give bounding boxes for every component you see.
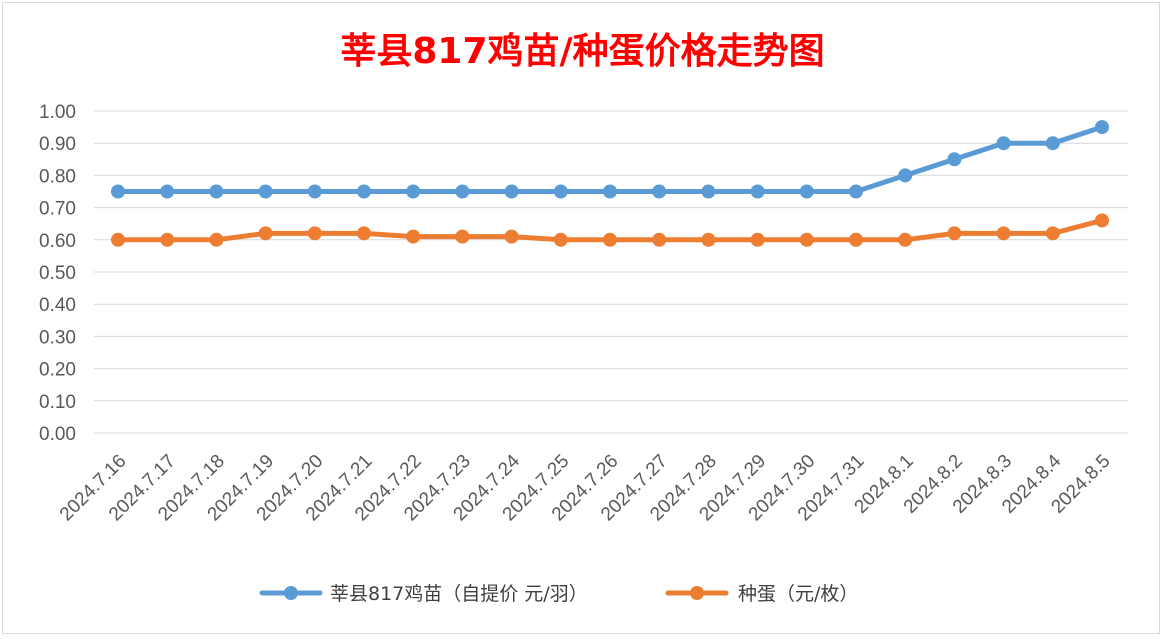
y-tick-label: 0.50 [39, 263, 76, 284]
data-point [603, 232, 617, 247]
data-point [947, 226, 962, 241]
data-point [799, 184, 814, 199]
gridlines [94, 110, 1128, 434]
data-point [750, 184, 765, 199]
data-point [455, 229, 470, 244]
data-point [406, 229, 421, 244]
data-point [209, 184, 224, 199]
chart-title: 莘县817鸡苗/种蛋价格走势图 [340, 31, 825, 72]
data-point [1095, 213, 1109, 228]
legend-marker-2 [690, 586, 704, 600]
y-tick-label: 0.70 [39, 199, 76, 220]
data-point [849, 232, 863, 247]
data-point [111, 232, 125, 247]
data-point [701, 184, 716, 199]
x-axis-ticks: 2024.7.162024.7.172024.7.182024.7.192024… [56, 450, 1115, 525]
data-point [1095, 120, 1109, 135]
legend: 莘县817鸡苗（自提价 元/羽） 种蛋（元/枚） [259, 583, 858, 605]
data-point [898, 168, 913, 183]
data-point [701, 232, 716, 247]
data-point [603, 184, 617, 199]
y-tick-label: 0.40 [39, 295, 76, 316]
y-tick-label: 0.10 [39, 392, 76, 413]
data-point [504, 229, 519, 244]
data-point [898, 232, 913, 247]
y-tick-label: 1.00 [39, 102, 76, 123]
legend-marker-1 [284, 586, 298, 600]
data-point [357, 226, 371, 241]
y-axis-ticks: 0.00 0.10 0.20 0.30 0.40 0.50 0.60 0.70 0.80 0.90… [39, 102, 76, 445]
data-point [947, 152, 962, 167]
data-point [553, 184, 568, 199]
series-layer [111, 120, 1109, 247]
data-point [652, 232, 667, 247]
data-point [258, 226, 273, 241]
data-point [1045, 226, 1060, 241]
y-tick-label: 0.80 [39, 166, 76, 187]
y-tick-label: 0.00 [39, 424, 76, 445]
data-point [996, 226, 1011, 241]
data-point [258, 184, 273, 199]
data-point [406, 184, 421, 199]
data-point [307, 226, 322, 241]
y-tick-label: 0.60 [39, 231, 76, 252]
y-tick-label: 0.30 [39, 327, 76, 348]
y-tick-label: 0.90 [39, 134, 76, 155]
data-point [553, 232, 568, 247]
data-point [307, 184, 322, 199]
data-point [799, 232, 814, 247]
data-point [160, 232, 175, 247]
data-point [160, 184, 175, 199]
y-tick-label: 0.20 [39, 360, 76, 381]
legend-label-1: 莘县817鸡苗（自提价 元/羽） [330, 583, 588, 605]
data-point [849, 184, 863, 199]
data-point [455, 184, 470, 199]
data-point [209, 232, 224, 247]
data-point [750, 232, 765, 247]
data-point [504, 184, 519, 199]
data-point [1045, 136, 1060, 151]
data-point [996, 136, 1011, 151]
data-point [652, 184, 667, 199]
data-point [357, 184, 371, 199]
legend-label-2: 种蛋（元/枚） [738, 583, 858, 605]
data-point [111, 184, 125, 199]
